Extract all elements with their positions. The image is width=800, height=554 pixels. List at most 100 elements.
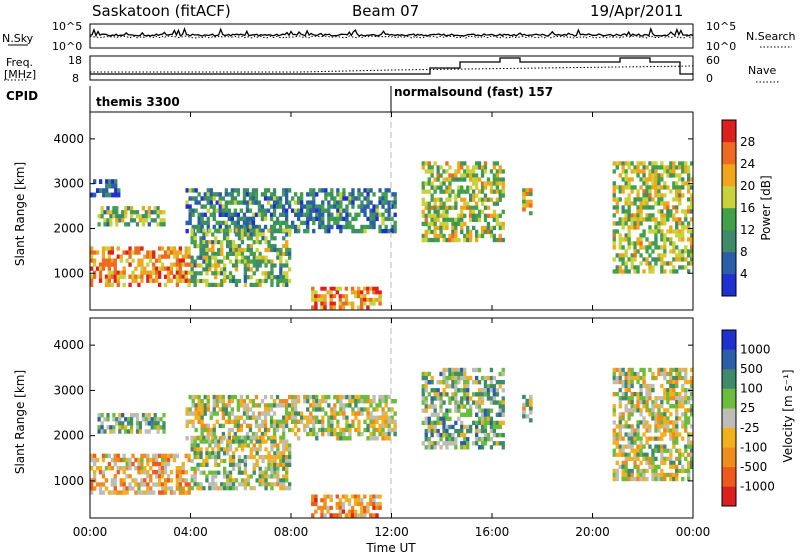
heatmap-cell — [251, 224, 256, 230]
heatmap-cell — [427, 209, 431, 214]
heatmap-cell — [427, 445, 431, 450]
heatmap-cell — [636, 408, 640, 413]
heatmap-cell — [475, 412, 479, 417]
heatmap-cell — [348, 394, 352, 400]
heatmap-cell — [113, 258, 117, 263]
heatmap-cell — [660, 420, 664, 425]
heatmap-cell — [627, 237, 631, 242]
heatmap-cell — [231, 462, 236, 467]
heatmap-cell — [681, 367, 685, 373]
heatmap-cell — [639, 367, 643, 373]
nave-label: Nave — [748, 64, 776, 77]
heatmap-cell — [639, 213, 643, 218]
heatmap-cell — [350, 305, 355, 310]
heatmap-cell — [657, 209, 661, 214]
heatmap-cell — [324, 192, 328, 197]
heatmap-cell — [220, 259, 224, 264]
heatmap-cell — [372, 212, 376, 217]
heatmap-cell — [115, 218, 119, 223]
heatmap-cell — [633, 404, 637, 409]
heatmap-cell — [375, 297, 379, 302]
heatmap-cell — [193, 259, 197, 264]
heatmap-cell — [480, 233, 485, 239]
heatmap-cell — [228, 247, 233, 253]
heatmap-cell — [101, 474, 106, 479]
heatmap-cell — [636, 468, 640, 474]
heatmap-cell — [336, 212, 340, 217]
heatmap-cell — [675, 221, 679, 226]
heatmap-cell — [445, 424, 449, 430]
heatmap-cell — [344, 286, 349, 291]
heatmap-cell — [243, 486, 247, 491]
heatmap-cell — [242, 216, 247, 222]
heatmap-cell — [122, 466, 126, 471]
heatmap-cell — [228, 458, 233, 464]
heatmap-cell — [152, 453, 156, 459]
heatmap-cell — [212, 192, 216, 197]
heatmap-cell — [433, 189, 437, 194]
heatmap-cell — [263, 407, 268, 412]
heatmap-cell — [200, 415, 204, 420]
heatmap-cell — [101, 258, 106, 263]
heatmap-cell — [127, 417, 131, 422]
heatmap-cell — [642, 367, 646, 373]
heatmap-cell — [122, 482, 126, 487]
heatmap-cell — [101, 250, 106, 255]
heatmap-cell — [163, 274, 168, 279]
heatmap-cell — [618, 189, 622, 194]
heatmap-cell — [110, 258, 114, 263]
heatmap-cell — [690, 257, 694, 262]
heatmap-cell — [480, 197, 485, 202]
heatmap-cell — [642, 400, 646, 405]
nsky-tick-top: 10^5 — [52, 20, 82, 33]
heatmap-cell — [279, 458, 283, 464]
heatmap-cell — [421, 408, 425, 413]
heatmap-cell — [122, 266, 126, 271]
heatmap-cell — [103, 417, 107, 422]
heatmap-cell — [315, 431, 319, 437]
heatmap-cell — [448, 432, 452, 438]
heatmap-cell — [190, 439, 194, 444]
heatmap-cell — [285, 251, 289, 256]
heatmap-cell — [270, 228, 274, 233]
heatmap-cell — [633, 213, 637, 218]
heatmap-cell — [433, 161, 437, 166]
heatmap-cell — [657, 476, 661, 482]
heatmap-cell — [209, 415, 213, 420]
heatmap-cell — [214, 455, 218, 460]
heatmap-cell — [242, 192, 247, 197]
heatmap-cell — [321, 188, 325, 193]
heatmap-cell — [323, 513, 327, 518]
heatmap-cell — [621, 261, 625, 266]
heatmap-cell — [258, 232, 262, 237]
heatmap-cell — [630, 213, 634, 218]
heatmap-cell — [245, 204, 250, 209]
heatmap-cell — [98, 262, 103, 267]
heatmap-cell — [378, 212, 382, 217]
heatmap-cell — [226, 244, 230, 249]
heatmap-cell — [243, 458, 247, 464]
heatmap-cell — [246, 247, 250, 253]
heatmap-cell — [477, 396, 482, 401]
heatmap-cell — [135, 429, 140, 434]
heatmap-cell — [684, 367, 688, 373]
heatmap-cell — [495, 181, 499, 186]
heatmap-cell — [615, 452, 619, 457]
heatmap-cell — [282, 455, 286, 460]
heatmap-cell — [231, 439, 236, 444]
heatmap-cell — [217, 240, 221, 245]
heatmap-cell — [390, 200, 394, 205]
heatmap-cell — [191, 196, 195, 201]
heatmap-cell — [660, 209, 664, 214]
heatmap-cell — [226, 439, 230, 444]
heatmap-cell — [525, 188, 530, 193]
heatmap-cell — [433, 388, 437, 393]
heatmap-cell — [169, 478, 174, 483]
heatmap-cell — [372, 216, 376, 222]
heatmap-cell — [208, 443, 212, 448]
heatmap-cell — [360, 301, 364, 306]
heatmap-cell — [276, 251, 280, 256]
heatmap-cell — [231, 240, 236, 245]
heatmap-cell — [675, 165, 679, 170]
